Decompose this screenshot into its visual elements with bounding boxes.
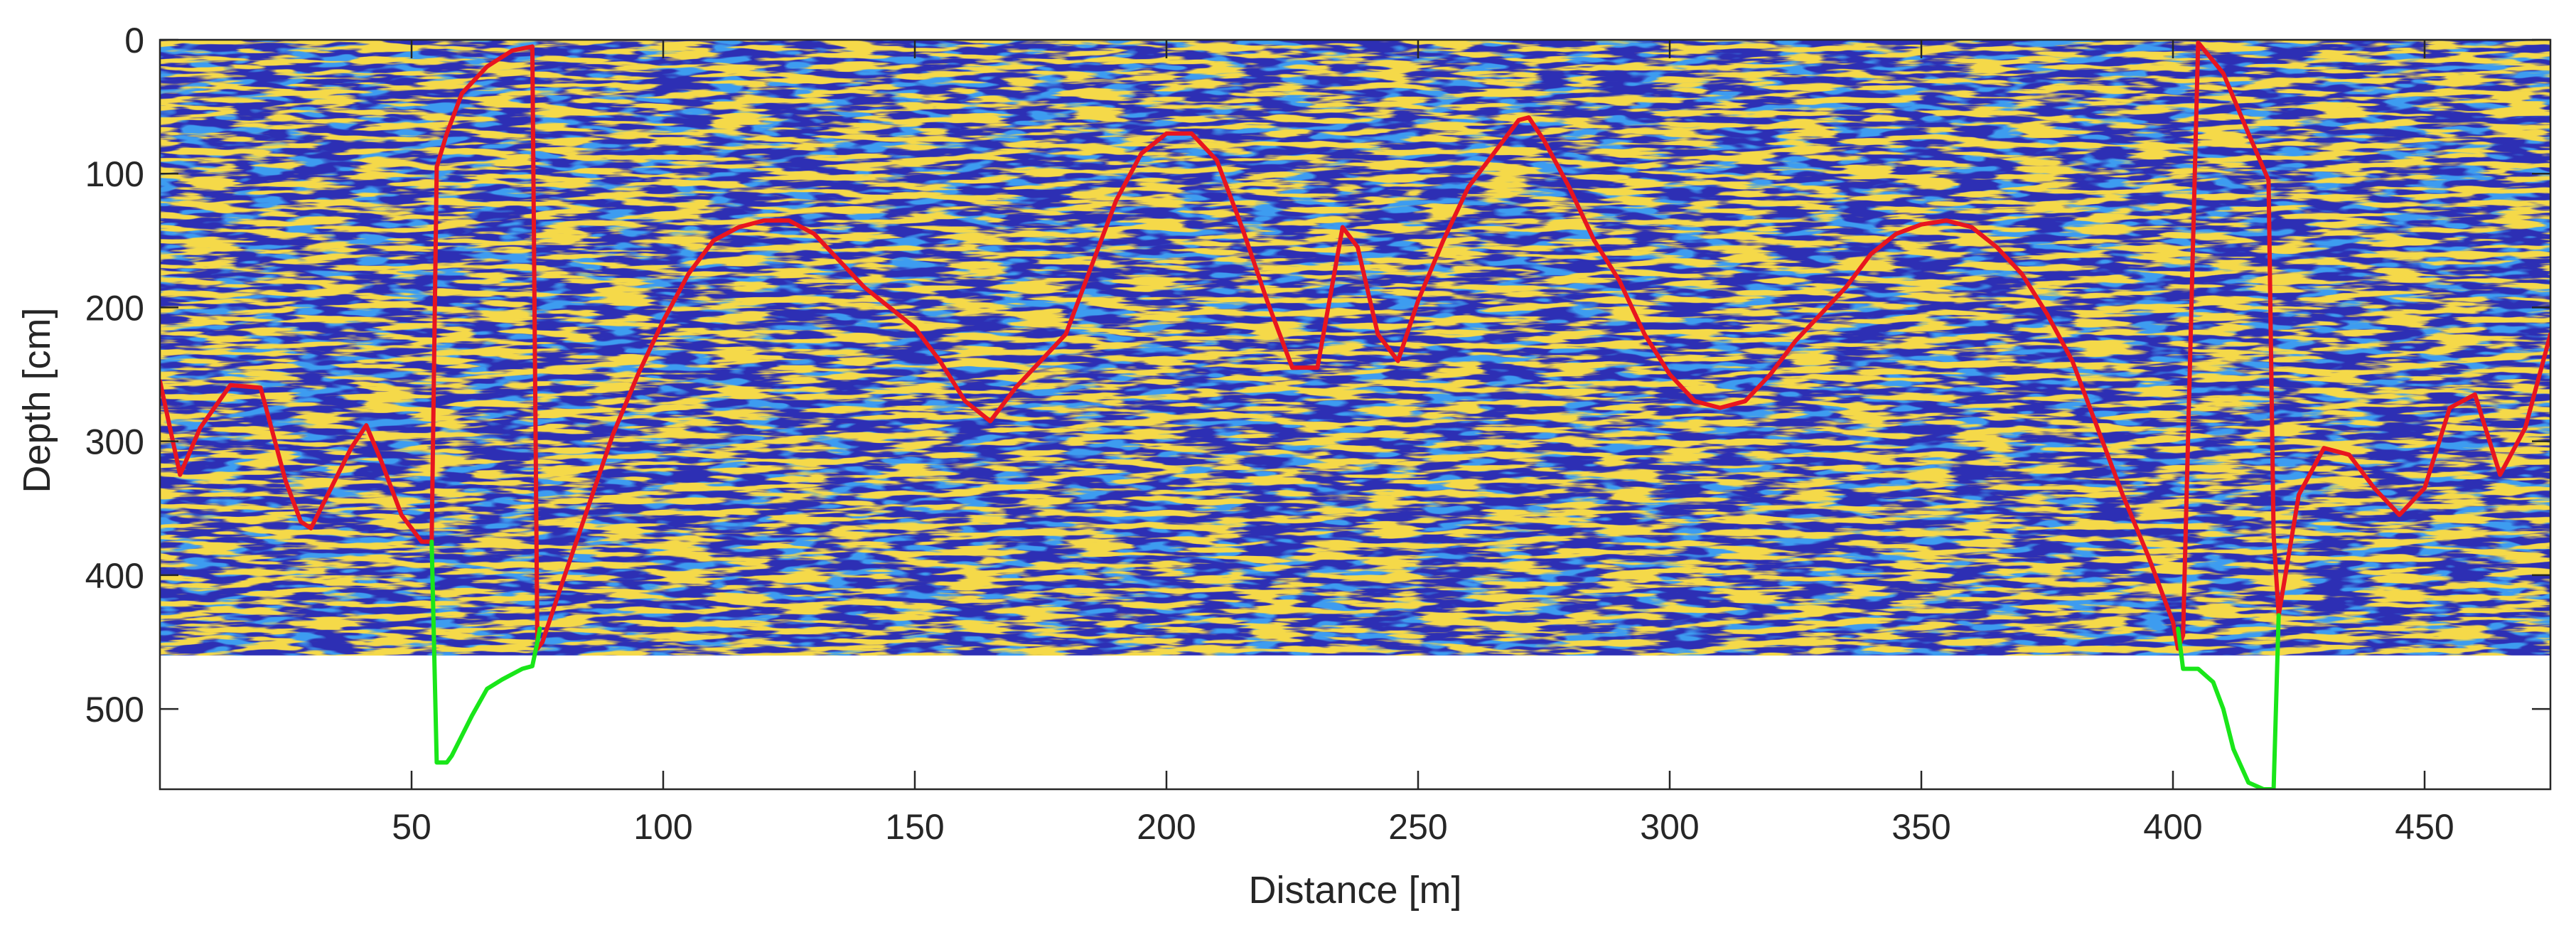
x-tick-label: 300	[1640, 807, 1699, 847]
y-axis-label: Depth [cm]	[16, 307, 58, 493]
interface-lines	[160, 40, 2550, 789]
y-tick-label: 400	[85, 556, 144, 596]
y-tick-label: 0	[124, 21, 144, 60]
x-tick-label: 100	[633, 807, 692, 847]
y-tick-label: 100	[85, 154, 144, 194]
axes: 50 100 150 200 250 300 350 400 450 0 100 200 300 400 5…	[85, 21, 2552, 847]
extrapolated-interface-left-line	[429, 539, 542, 765]
extrapolated-interface-right-line	[2176, 613, 2281, 789]
x-axis-label: Distance [m]	[1248, 869, 1461, 912]
x-tick-label: 250	[1388, 807, 1447, 847]
plot-frame	[159, 38, 2552, 791]
x-tick-label: 150	[885, 807, 944, 847]
radargram-image	[160, 40, 2550, 656]
y-tick-label: 500	[85, 690, 144, 730]
x-tick-label: 200	[1137, 807, 1196, 847]
x-tick-label: 350	[1891, 807, 1950, 847]
x-tick-label: 400	[2143, 807, 2202, 847]
x-tick-label: 50	[392, 807, 431, 847]
picked-interface-line	[160, 40, 2550, 651]
radargram-reflection-texture	[160, 40, 2550, 656]
x-tick-label: 450	[2395, 807, 2454, 847]
y-tick-label: 200	[85, 288, 144, 328]
y-tick-label: 300	[85, 422, 144, 462]
